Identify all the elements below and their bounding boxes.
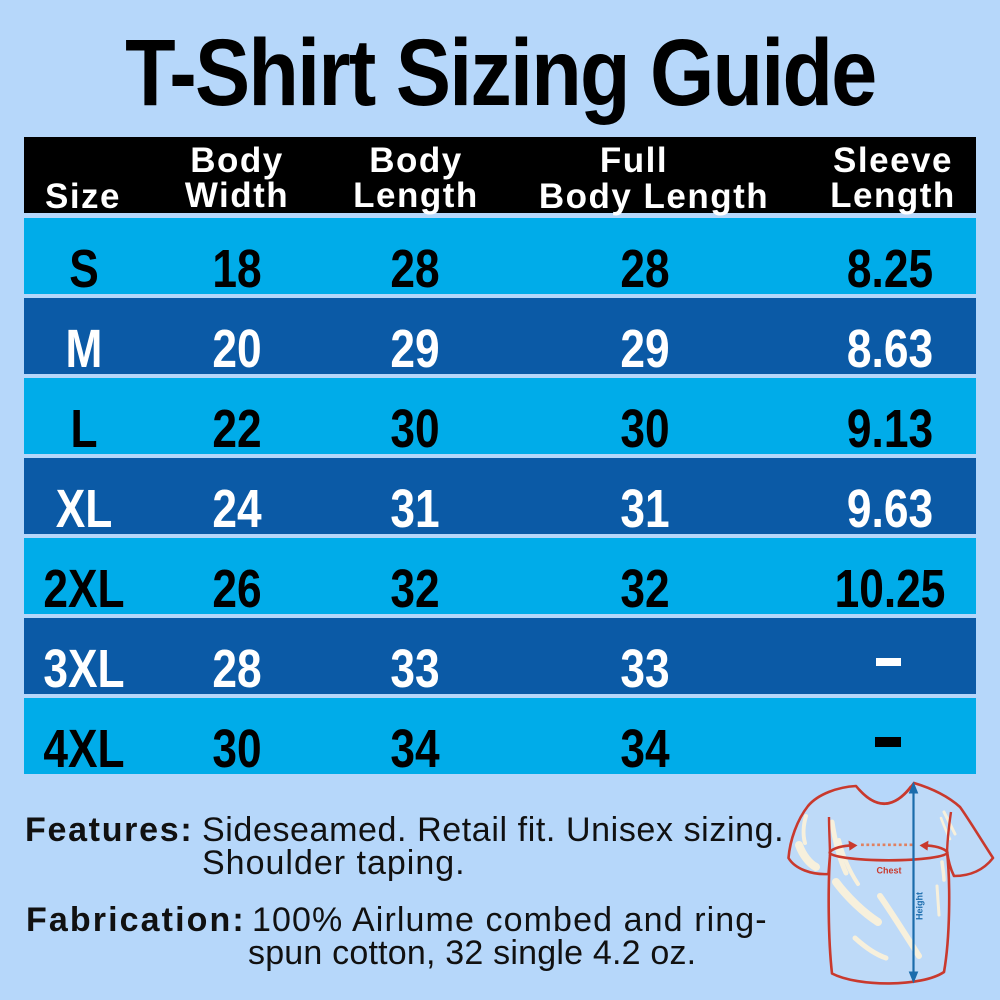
svg-text:Height: Height (915, 892, 925, 920)
svg-text:Chest: Chest (876, 866, 901, 876)
